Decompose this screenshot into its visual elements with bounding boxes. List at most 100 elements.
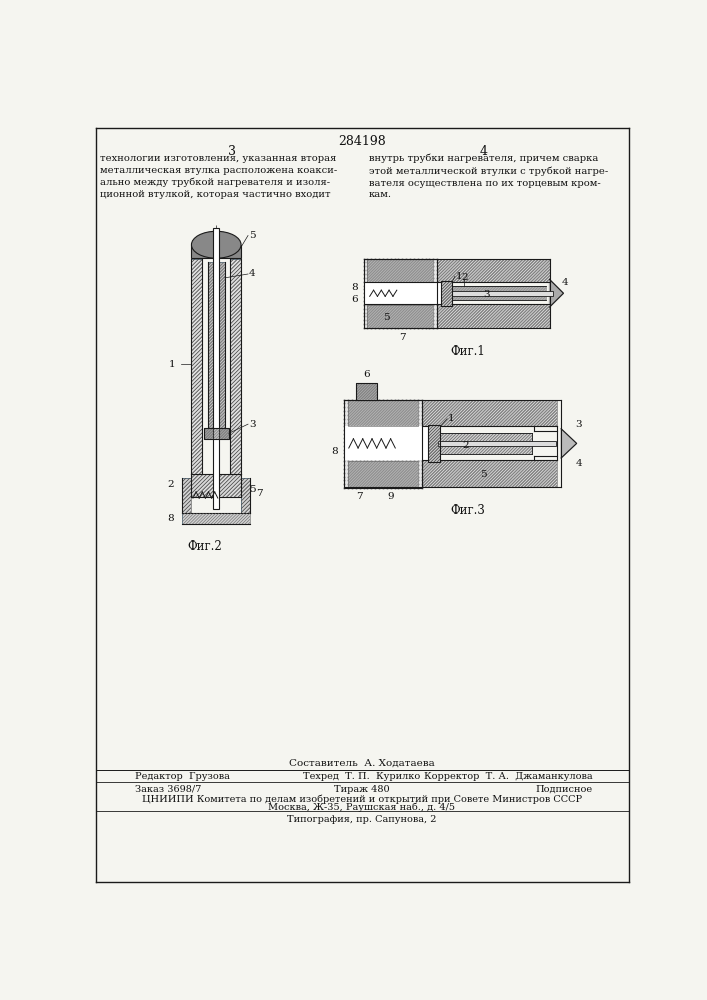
Text: 5: 5 bbox=[383, 313, 390, 322]
Bar bbox=[192, 259, 202, 474]
Point bbox=[373, 476, 385, 492]
Point bbox=[378, 442, 389, 458]
Point bbox=[397, 293, 408, 309]
Point bbox=[373, 293, 385, 309]
Point bbox=[423, 320, 435, 336]
Point bbox=[362, 465, 373, 481]
Point bbox=[416, 434, 427, 450]
Point bbox=[362, 453, 373, 469]
Point bbox=[346, 442, 358, 458]
Point bbox=[428, 297, 439, 313]
Point bbox=[389, 457, 400, 473]
Point bbox=[366, 472, 377, 488]
Bar bbox=[441, 281, 452, 306]
Point bbox=[366, 476, 377, 492]
Point bbox=[400, 262, 411, 278]
Point bbox=[404, 395, 416, 411]
Bar bbox=[204, 428, 228, 439]
Point bbox=[408, 320, 419, 336]
Point bbox=[392, 266, 404, 282]
Point bbox=[346, 395, 358, 411]
Point bbox=[346, 453, 358, 469]
Point bbox=[362, 395, 373, 411]
Point bbox=[381, 449, 392, 465]
Point bbox=[362, 392, 373, 408]
Point bbox=[373, 465, 385, 481]
Point bbox=[358, 392, 369, 408]
Bar bbox=[363, 282, 445, 304]
Point bbox=[342, 457, 354, 473]
Point bbox=[416, 289, 427, 305]
Point bbox=[408, 293, 419, 309]
Point bbox=[412, 297, 423, 313]
Point bbox=[346, 403, 358, 419]
Point bbox=[412, 453, 423, 469]
Point bbox=[366, 457, 377, 473]
Point bbox=[346, 407, 358, 423]
Point bbox=[428, 266, 439, 282]
Point bbox=[412, 434, 423, 450]
Point bbox=[408, 270, 419, 286]
Point bbox=[354, 457, 366, 473]
Point bbox=[381, 251, 392, 267]
Bar bbox=[368, 259, 433, 282]
Point bbox=[408, 289, 419, 305]
Point bbox=[354, 472, 366, 488]
Point bbox=[431, 278, 443, 294]
Point bbox=[397, 262, 408, 278]
Point bbox=[385, 430, 397, 446]
Point bbox=[397, 266, 408, 282]
Point bbox=[416, 281, 427, 297]
Point bbox=[358, 399, 369, 415]
Point bbox=[373, 430, 385, 446]
Point bbox=[408, 415, 419, 431]
Point bbox=[431, 270, 443, 286]
Point bbox=[404, 254, 416, 270]
Point bbox=[389, 407, 400, 423]
Point bbox=[385, 392, 397, 408]
Point bbox=[373, 418, 385, 434]
Text: 1: 1 bbox=[456, 272, 462, 281]
Point bbox=[392, 449, 404, 465]
Point bbox=[420, 251, 431, 267]
Point bbox=[423, 297, 435, 313]
Point bbox=[428, 281, 439, 297]
Point bbox=[397, 254, 408, 270]
Point bbox=[408, 422, 419, 438]
Bar bbox=[356, 383, 378, 400]
Point bbox=[373, 457, 385, 473]
Point bbox=[423, 289, 435, 305]
Point bbox=[416, 308, 427, 324]
Point bbox=[366, 449, 377, 465]
Point bbox=[381, 293, 392, 309]
Point bbox=[428, 262, 439, 278]
Point bbox=[373, 274, 385, 290]
Point bbox=[373, 392, 385, 408]
Point bbox=[366, 281, 377, 297]
Point bbox=[420, 281, 431, 297]
Point bbox=[362, 407, 373, 423]
Point bbox=[416, 274, 427, 290]
Point bbox=[392, 453, 404, 469]
Point bbox=[389, 399, 400, 415]
Point bbox=[400, 312, 411, 328]
Point bbox=[370, 285, 381, 301]
Point bbox=[362, 445, 373, 461]
Point bbox=[408, 251, 419, 267]
Point bbox=[350, 392, 361, 408]
Point bbox=[381, 312, 392, 328]
Point bbox=[416, 258, 427, 274]
Point bbox=[400, 418, 411, 434]
Point bbox=[416, 395, 427, 411]
Point bbox=[339, 415, 350, 431]
Point bbox=[381, 430, 392, 446]
Point bbox=[385, 312, 397, 328]
Point bbox=[354, 403, 366, 419]
Point bbox=[400, 442, 411, 458]
Point bbox=[400, 308, 411, 324]
Point bbox=[416, 251, 427, 267]
Point bbox=[400, 258, 411, 274]
Point bbox=[400, 392, 411, 408]
Point bbox=[404, 407, 416, 423]
Point bbox=[397, 251, 408, 267]
